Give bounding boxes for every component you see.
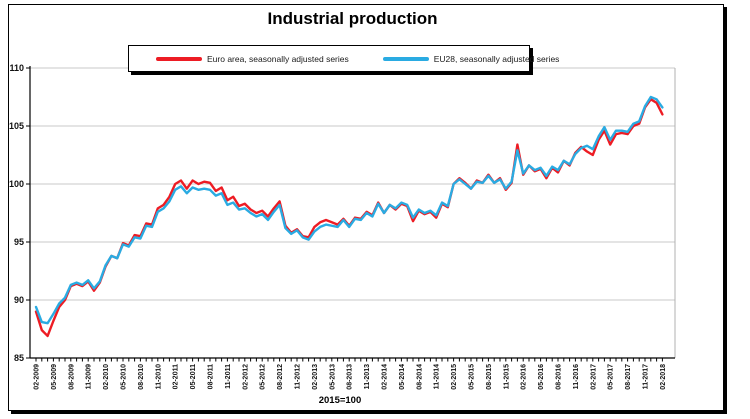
index-base-note: 2015=100 bbox=[318, 395, 362, 406]
chart-title: Industrial production bbox=[267, 9, 438, 28]
legend-item-euro-area: Euro area, seasonally adjusted series bbox=[156, 54, 349, 64]
x-tick-label: 08-2011 bbox=[208, 364, 215, 389]
eu28-line-swatch bbox=[382, 56, 429, 61]
x-tick-label: 05-2013 bbox=[329, 364, 336, 390]
x-tick-label: 05-2011 bbox=[190, 364, 197, 389]
x-tick-label: 08-2013 bbox=[347, 364, 354, 390]
x-tick-label: 05-2012 bbox=[260, 364, 267, 390]
x-tick-label: 08-2014 bbox=[416, 364, 423, 390]
x-tick-label: 08-2016 bbox=[556, 364, 563, 390]
legend-item-eu28: EU28, seasonally adjusted series bbox=[382, 53, 560, 64]
x-tick-label: 11-2010 bbox=[155, 364, 162, 389]
x-tick-label: 02-2014 bbox=[382, 364, 389, 390]
x-tick-label: 08-2012 bbox=[277, 364, 284, 390]
y-tick-label: 95 bbox=[14, 237, 24, 247]
y-tick-label: 100 bbox=[9, 179, 24, 189]
x-tick-label: 11-2017 bbox=[643, 364, 650, 389]
eu28-legend-label: EU28, seasonally adjusted series bbox=[433, 53, 560, 64]
x-tick-label: 02-2012 bbox=[242, 364, 249, 390]
y-tick-label: 85 bbox=[14, 353, 24, 363]
x-tick-label: 11-2014 bbox=[434, 364, 441, 389]
x-tick-label: 02-2010 bbox=[103, 364, 110, 390]
x-tick-label: 11-2009 bbox=[86, 364, 93, 389]
x-tick-label: 11-2011 bbox=[225, 364, 232, 389]
x-tick-label: 05-2014 bbox=[399, 364, 406, 390]
euro-area-line-swatch bbox=[156, 56, 202, 61]
x-tick-label: 08-2010 bbox=[138, 364, 145, 390]
x-tick-label: 11-2016 bbox=[573, 364, 580, 389]
x-tick-label: 05-2017 bbox=[608, 364, 615, 390]
x-tick-label: 11-2015 bbox=[503, 364, 510, 389]
x-tick-label: 05-2009 bbox=[51, 364, 58, 390]
x-tick-label: 02-2017 bbox=[590, 364, 597, 390]
x-tick-label: 08-2017 bbox=[625, 364, 632, 390]
y-tick-label: 110 bbox=[9, 63, 24, 73]
x-tick-label: 11-2013 bbox=[364, 364, 371, 389]
x-tick-label: 05-2015 bbox=[469, 364, 476, 390]
x-tick-label: 02-2013 bbox=[312, 364, 319, 390]
x-tick-label: 02-2009 bbox=[34, 364, 41, 390]
euro-area-legend-label: Euro area, seasonally adjusted series bbox=[207, 53, 349, 64]
series-line-eu28 bbox=[34, 95, 664, 325]
legend-box: Euro area, seasonally adjusted series EU… bbox=[128, 45, 559, 72]
x-tick-label: 05-2016 bbox=[538, 364, 545, 390]
x-tick-label: 02-2018 bbox=[660, 364, 667, 390]
x-tick-label: 08-2015 bbox=[486, 364, 493, 390]
x-tick-label: 02-2016 bbox=[521, 364, 528, 390]
x-tick-label: 02-2011 bbox=[173, 364, 180, 389]
x-tick-label: 05-2010 bbox=[121, 364, 128, 390]
y-tick-label: 90 bbox=[14, 295, 24, 305]
y-tick-label: 105 bbox=[9, 121, 24, 131]
x-tick-label: 02-2015 bbox=[451, 364, 458, 390]
x-tick-label: 11-2012 bbox=[295, 364, 302, 389]
x-tick-label: 08-2009 bbox=[68, 364, 75, 390]
